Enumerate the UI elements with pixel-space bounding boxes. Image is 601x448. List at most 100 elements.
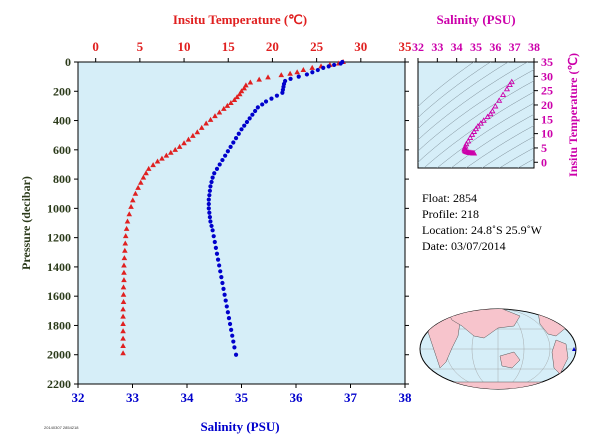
salinity-point [208, 219, 213, 224]
salinity-point [211, 234, 216, 239]
ts-point [508, 78, 515, 85]
density-contour [418, 62, 491, 118]
salinity-tick-label: 34 [181, 390, 195, 405]
salinity-point [207, 215, 212, 220]
salinity-point [223, 153, 228, 158]
profile-plot-area [77, 61, 406, 385]
temperature-point [143, 170, 149, 176]
ts-temperature-tick-label: 30 [541, 69, 553, 83]
temperature-point [122, 233, 129, 239]
temperature-point [300, 67, 307, 73]
salinity-point [212, 171, 217, 176]
salinity-point [304, 72, 309, 77]
density-contour [418, 62, 529, 141]
pressure-tick-label: 2000 [47, 348, 71, 362]
top-axis-title: Insitu Temperature (℃) [173, 12, 307, 27]
salinity-point [263, 99, 269, 104]
ts-point [492, 102, 499, 109]
temperature-point [278, 72, 285, 78]
salinity-point [208, 184, 213, 189]
temperature-point [265, 74, 271, 80]
salinity-point [217, 162, 222, 167]
footer-code: 20140307 2854218 [44, 425, 79, 430]
salinity-point [209, 179, 214, 185]
salinity-point [280, 90, 285, 95]
temperature-point [120, 313, 126, 319]
temperature-point [172, 146, 179, 152]
salinity-point [255, 105, 260, 110]
pressure-tick-label: 1400 [47, 260, 71, 274]
density-contour [499, 147, 534, 168]
ts-point [499, 91, 507, 97]
temperature-point [224, 102, 231, 108]
temperature-point [221, 105, 227, 111]
density-contour [436, 102, 534, 168]
density-contour [418, 62, 475, 107]
pressure-tick-label: 1600 [47, 289, 71, 303]
pressure-tick-label: 1000 [47, 201, 71, 215]
temperature-point [163, 152, 170, 158]
salinity-point [220, 157, 225, 163]
float-id: Float: 2854 [422, 191, 478, 205]
ts-marks [461, 78, 515, 156]
ts-salinity-tick-label: 33 [431, 40, 443, 54]
ts-point [503, 85, 511, 92]
salinity-tick-label: 32 [72, 390, 85, 405]
temperature-point [207, 116, 214, 122]
temperature-point [120, 284, 127, 290]
temperature-point [120, 350, 126, 356]
temperature-point [194, 129, 201, 135]
temperature-tick-label: 5 [137, 39, 144, 54]
temperature-point [212, 113, 218, 119]
density-contour [418, 62, 509, 129]
temperature-point [231, 97, 238, 103]
profile-number: Profile: 218 [422, 207, 479, 221]
salinity-point [310, 70, 315, 75]
ts-right-axis-title: Insitu Temperature (℃) [566, 53, 580, 177]
temperature-point [234, 94, 240, 100]
salinity-point [206, 206, 211, 211]
ts-point [470, 149, 478, 156]
ts-salinity-tick-label: 34 [451, 40, 463, 54]
pressure-tick-label: 800 [53, 172, 71, 186]
ts-temperature-tick-label: 10 [541, 127, 553, 141]
ts-point [487, 110, 494, 117]
ts-point [477, 120, 484, 126]
pressure-tick-label: 600 [53, 143, 71, 157]
salinity-point [247, 116, 252, 121]
salinity-point [269, 96, 274, 101]
temperature-point [176, 143, 183, 149]
salinity-point [220, 280, 225, 286]
temperature-point [121, 269, 127, 275]
salinity-point [338, 61, 343, 66]
salinity-tick-label: 33 [126, 390, 140, 405]
temperature-tick-label: 25 [310, 39, 324, 54]
temperature-point [181, 140, 187, 146]
salinity-point [296, 74, 301, 79]
ts-salinity-tick-label: 38 [528, 40, 540, 54]
temperature-tick-label: 35 [399, 39, 413, 54]
salinity-point [225, 149, 230, 154]
salinity-point [315, 67, 320, 73]
ts-top-axis-title: Salinity (PSU) [436, 12, 515, 27]
density-contour [481, 136, 534, 168]
temperature-point [167, 149, 174, 155]
ts-point [465, 137, 472, 144]
temperature-tick-label: 0 [92, 39, 99, 54]
salinity-point [225, 310, 230, 315]
ts-temperature-tick-label: 25 [541, 84, 553, 98]
temperature-point [120, 291, 127, 297]
salinity-point [228, 144, 233, 149]
salinity-point [209, 223, 214, 229]
pressure-tick-label: 400 [53, 114, 71, 128]
temperature-point [126, 211, 133, 217]
pressure-tick-label: 1200 [47, 231, 71, 245]
temperature-point [309, 64, 316, 70]
ts-salinity-tick-label: 35 [470, 40, 482, 54]
salinity-point [210, 175, 215, 180]
salinity-point [221, 286, 226, 291]
salinity-point [250, 112, 255, 117]
salinity-point [244, 119, 250, 125]
pressure-tick-label: 1800 [47, 318, 71, 332]
density-contour [465, 125, 534, 168]
